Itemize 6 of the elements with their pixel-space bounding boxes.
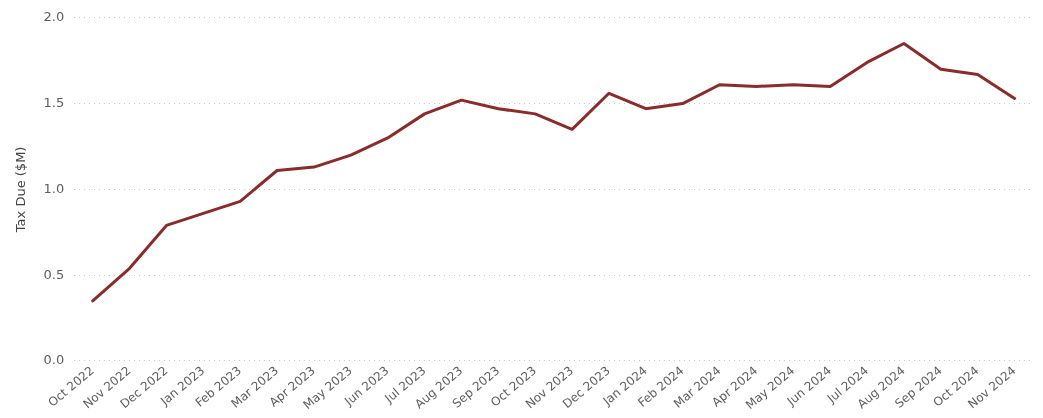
y-tick-label: 1.5: [43, 94, 65, 110]
y-tick-label: 0.0: [43, 352, 65, 368]
y-axis-title: Tax Due ($M): [13, 146, 29, 234]
y-tick-label: 2.0: [43, 9, 65, 25]
y-tick-label: 0.5: [43, 266, 65, 282]
y-tick-label: 1.0: [43, 180, 65, 196]
